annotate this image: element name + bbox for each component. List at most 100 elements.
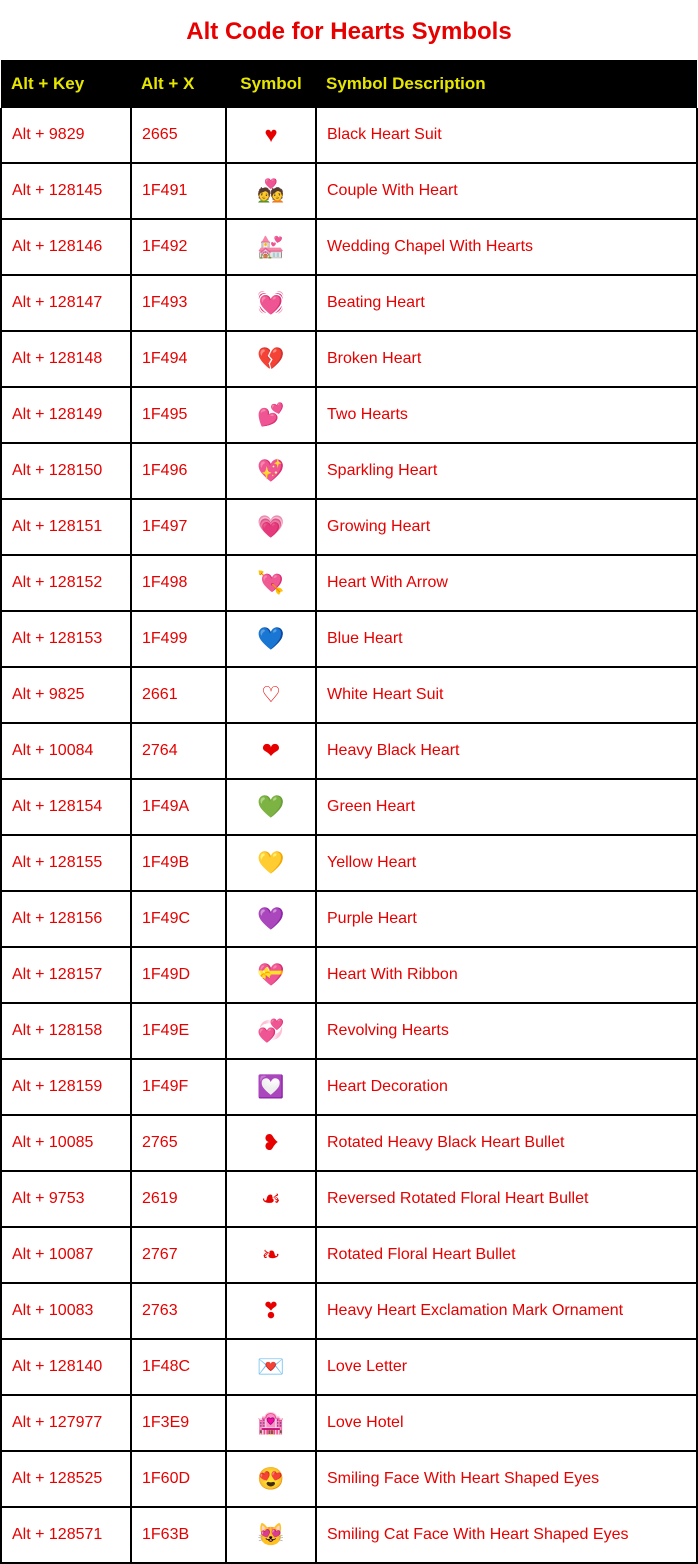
cell-altx: 1F60D <box>131 1451 226 1507</box>
cell-altx: 2767 <box>131 1227 226 1283</box>
cell-desc: Heart Decoration <box>316 1059 697 1115</box>
cell-desc: Love Letter <box>316 1339 697 1395</box>
cell-desc: Couple With Heart <box>316 163 697 219</box>
cell-symbol: 💑 <box>226 163 316 219</box>
table-row: Alt + 1281541F49A💚Green Heart <box>1 779 697 835</box>
cell-altx: 1F497 <box>131 499 226 555</box>
cell-altx: 1F493 <box>131 275 226 331</box>
table-row: Alt + 1281501F496💖Sparkling Heart <box>1 443 697 499</box>
cell-altkey: Alt + 10084 <box>1 723 131 779</box>
cell-altx: 2765 <box>131 1115 226 1171</box>
cell-desc: Beating Heart <box>316 275 697 331</box>
cell-desc: Heavy Heart Exclamation Mark Ornament <box>316 1283 697 1339</box>
table-row: Alt + 1281461F492💒Wedding Chapel With He… <box>1 219 697 275</box>
cell-altx: 1F49C <box>131 891 226 947</box>
cell-altkey: Alt + 128156 <box>1 891 131 947</box>
cell-symbol: ☙ <box>226 1171 316 1227</box>
cell-altkey: Alt + 10085 <box>1 1115 131 1171</box>
cell-desc: Smiling Face With Heart Shaped Eyes <box>316 1451 697 1507</box>
cell-desc: Wedding Chapel With Hearts <box>316 219 697 275</box>
table-row: Alt + 1281511F497💗Growing Heart <box>1 499 697 555</box>
table-row: Alt + 1281481F494💔Broken Heart <box>1 331 697 387</box>
cell-symbol: 😍 <box>226 1451 316 1507</box>
col-header-altx: Alt + X <box>131 60 226 108</box>
table-row: Alt + 1281581F49E💞Revolving Hearts <box>1 1003 697 1059</box>
cell-altx: 1F49F <box>131 1059 226 1115</box>
cell-desc: Rotated Floral Heart Bullet <box>316 1227 697 1283</box>
table-row: Alt + 1281401F48C💌Love Letter <box>1 1339 697 1395</box>
cell-altx: 1F491 <box>131 163 226 219</box>
table-row: Alt + 1281451F491💑Couple With Heart <box>1 163 697 219</box>
cell-desc: Broken Heart <box>316 331 697 387</box>
cell-altx: 1F48C <box>131 1339 226 1395</box>
cell-symbol: 😻 <box>226 1507 316 1563</box>
cell-symbol: 💘 <box>226 555 316 611</box>
cell-desc: Sparkling Heart <box>316 443 697 499</box>
cell-altkey: Alt + 128149 <box>1 387 131 443</box>
cell-altkey: Alt + 128150 <box>1 443 131 499</box>
cell-symbol: 💙 <box>226 611 316 667</box>
cell-altkey: Alt + 128145 <box>1 163 131 219</box>
cell-altkey: Alt + 9829 <box>1 108 131 163</box>
cell-symbol: 💗 <box>226 499 316 555</box>
cell-altkey: Alt + 128151 <box>1 499 131 555</box>
cell-desc: Revolving Hearts <box>316 1003 697 1059</box>
cell-altkey: Alt + 127977 <box>1 1395 131 1451</box>
cell-desc: Black Heart Suit <box>316 108 697 163</box>
table-row: Alt + 1285251F60D😍Smiling Face With Hear… <box>1 1451 697 1507</box>
cell-altkey: Alt + 128159 <box>1 1059 131 1115</box>
alt-code-table: Alt + Key Alt + X Symbol Symbol Descript… <box>0 60 698 1564</box>
cell-altx: 1F492 <box>131 219 226 275</box>
cell-symbol: ♥ <box>226 108 316 163</box>
cell-symbol: 💒 <box>226 219 316 275</box>
cell-altkey: Alt + 128140 <box>1 1339 131 1395</box>
cell-altkey: Alt + 10083 <box>1 1283 131 1339</box>
cell-altkey: Alt + 128154 <box>1 779 131 835</box>
cell-altkey: Alt + 128148 <box>1 331 131 387</box>
cell-altx: 1F63B <box>131 1507 226 1563</box>
table-row: Alt + 1281551F49B💛Yellow Heart <box>1 835 697 891</box>
cell-altx: 1F498 <box>131 555 226 611</box>
cell-symbol: ❣ <box>226 1283 316 1339</box>
cell-desc: Green Heart <box>316 779 697 835</box>
table-row: Alt + 1285711F63B😻Smiling Cat Face With … <box>1 1507 697 1563</box>
cell-desc: Blue Heart <box>316 611 697 667</box>
cell-desc: Love Hotel <box>316 1395 697 1451</box>
cell-altx: 2661 <box>131 667 226 723</box>
cell-symbol: 💝 <box>226 947 316 1003</box>
table-row: Alt + 1279771F3E9🏩Love Hotel <box>1 1395 697 1451</box>
table-row: Alt + 100832763❣Heavy Heart Exclamation … <box>1 1283 697 1339</box>
cell-altx: 1F49A <box>131 779 226 835</box>
cell-desc: Growing Heart <box>316 499 697 555</box>
cell-altkey: Alt + 128571 <box>1 1507 131 1563</box>
cell-altx: 1F49B <box>131 835 226 891</box>
table-row: Alt + 97532619☙Reversed Rotated Floral H… <box>1 1171 697 1227</box>
table-row: Alt + 1281571F49D💝Heart With Ribbon <box>1 947 697 1003</box>
cell-altkey: Alt + 128525 <box>1 1451 131 1507</box>
table-header-row: Alt + Key Alt + X Symbol Symbol Descript… <box>1 60 697 108</box>
cell-desc: Two Hearts <box>316 387 697 443</box>
page-title: Alt Code for Hearts Symbols <box>0 0 698 60</box>
table-row: Alt + 1281561F49C💜Purple Heart <box>1 891 697 947</box>
cell-symbol: 💛 <box>226 835 316 891</box>
cell-altkey: Alt + 9753 <box>1 1171 131 1227</box>
table-row: Alt + 100852765❥Rotated Heavy Black Hear… <box>1 1115 697 1171</box>
cell-desc: Purple Heart <box>316 891 697 947</box>
table-row: Alt + 98292665♥Black Heart Suit <box>1 108 697 163</box>
cell-altx: 2763 <box>131 1283 226 1339</box>
cell-altx: 1F496 <box>131 443 226 499</box>
table-row: Alt + 1281491F495💕Two Hearts <box>1 387 697 443</box>
cell-altkey: Alt + 128146 <box>1 219 131 275</box>
cell-altkey: Alt + 10087 <box>1 1227 131 1283</box>
cell-desc: White Heart Suit <box>316 667 697 723</box>
cell-altkey: Alt + 128157 <box>1 947 131 1003</box>
cell-desc: Heart With Ribbon <box>316 947 697 1003</box>
table-row: Alt + 1281521F498💘Heart With Arrow <box>1 555 697 611</box>
col-header-symbol: Symbol <box>226 60 316 108</box>
cell-altkey: Alt + 128152 <box>1 555 131 611</box>
table-row: Alt + 1281591F49F💟Heart Decoration <box>1 1059 697 1115</box>
cell-symbol: 💕 <box>226 387 316 443</box>
cell-symbol: 💔 <box>226 331 316 387</box>
cell-symbol: 🏩 <box>226 1395 316 1451</box>
cell-altkey: Alt + 9825 <box>1 667 131 723</box>
